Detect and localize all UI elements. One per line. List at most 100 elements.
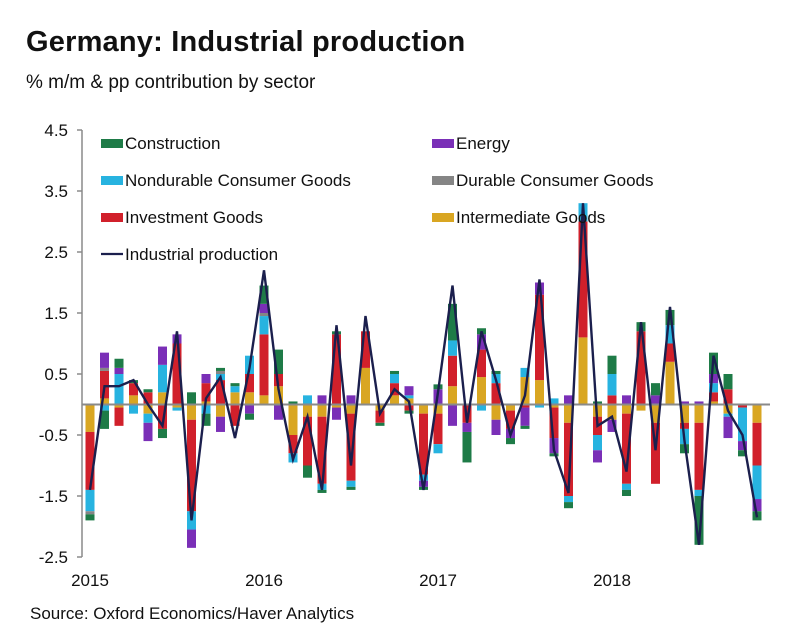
bar-stack	[361, 331, 370, 405]
bar-segment-nondurable-consumer-goods	[303, 395, 312, 405]
bar-stack	[564, 395, 573, 509]
bar-segment-intermediate-goods	[158, 392, 167, 405]
bar-segment-nondurable-consumer-goods	[143, 413, 153, 423]
y-tick-label: 1.5	[44, 304, 68, 323]
bar-segment-energy	[259, 303, 269, 313]
y-tick-label: -2.5	[39, 548, 68, 567]
legend-swatch	[432, 213, 454, 222]
legend-swatch	[101, 139, 123, 148]
bar-segment-energy	[709, 374, 718, 384]
bar-segment-construction	[259, 285, 269, 304]
legend-item-construction: Construction	[101, 134, 220, 153]
bar-segment-construction	[346, 486, 356, 490]
bar-segment-nondurable-consumer-goods	[201, 404, 211, 414]
bar-segment-nondurable-consumer-goods	[114, 374, 124, 405]
bar-segment-intermediate-goods	[651, 404, 660, 423]
bar-segment-energy	[216, 416, 225, 432]
bar-segment-investment-goods	[752, 422, 762, 466]
bar-segment-energy	[680, 401, 689, 405]
bar-segment-investment-goods	[100, 370, 109, 399]
bar-segment-investment-goods	[448, 355, 457, 387]
bar-segment-energy	[477, 334, 486, 350]
x-tick-label: 2015	[71, 571, 109, 590]
bar-stack	[738, 404, 747, 457]
legend-swatch	[432, 139, 454, 148]
bar-segment-intermediate-goods	[491, 404, 501, 420]
bar-segment-investment-goods	[259, 334, 269, 396]
bar-segment-intermediate-goods	[433, 404, 443, 414]
y-tick-label: -1.5	[39, 487, 68, 506]
bar-segment-intermediate-goods	[317, 404, 327, 417]
bar-segment-construction	[143, 389, 153, 393]
legend-item-industrial-production: Industrial production	[101, 245, 278, 264]
bar-segment-construction	[564, 502, 573, 509]
bar-segment-construction	[230, 383, 240, 387]
bar-segment-energy	[114, 367, 124, 374]
bar-segment-investment-goods	[549, 407, 559, 439]
bar-segment-construction	[462, 431, 472, 463]
legend-item-energy: Energy	[432, 134, 510, 153]
bar-segment-intermediate-goods	[578, 337, 588, 405]
bar-segment-investment-goods	[738, 404, 747, 408]
bar-segment-intermediate-goods	[477, 377, 486, 405]
bar-segment-nondurable-consumer-goods	[259, 316, 269, 335]
bar-segment-energy	[245, 404, 254, 414]
bar-segment-nondurable-consumer-goods	[404, 395, 414, 399]
bar-segment-investment-goods	[317, 416, 327, 484]
bar-segment-intermediate-goods	[129, 395, 138, 405]
legend-item-intermediate-goods: Intermediate Goods	[432, 208, 605, 227]
bar-segment-investment-goods	[346, 413, 356, 481]
bar-segment-intermediate-goods	[665, 361, 675, 405]
bar-segment-intermediate-goods	[390, 395, 399, 405]
bar-segment-intermediate-goods	[636, 404, 646, 411]
bar-segment-nondurable-consumer-goods	[622, 483, 631, 490]
bar-segment-construction	[723, 374, 733, 390]
bar-stack	[259, 285, 269, 405]
bar-segment-nondurable-consumer-goods	[593, 435, 602, 451]
bar-segment-durable-consumer-goods	[216, 370, 225, 374]
bar-segment-energy	[332, 407, 341, 420]
x-tick-label: 2018	[593, 571, 631, 590]
bar-segment-investment-goods	[187, 419, 196, 512]
bar-segment-energy	[491, 419, 501, 435]
bar-stack	[607, 355, 617, 432]
bar-stack	[143, 389, 153, 442]
bar-segment-intermediate-goods	[549, 404, 559, 408]
bar-segment-investment-goods	[665, 343, 675, 362]
bar-segment-nondurable-consumer-goods	[752, 465, 762, 500]
bar-segment-energy	[404, 386, 414, 396]
bar-segment-nondurable-consumer-goods	[448, 340, 457, 356]
bar-segment-energy	[738, 441, 747, 451]
bar-segment-intermediate-goods	[419, 404, 428, 414]
bar-segment-energy	[100, 352, 109, 368]
bar-segment-construction	[288, 401, 298, 405]
x-axis: 2015 2016 2017 2018	[71, 571, 631, 590]
bar-segment-energy	[462, 422, 472, 432]
bar-segment-intermediate-goods	[303, 404, 312, 417]
bar-segment-construction	[390, 370, 399, 374]
x-tick-label: 2016	[245, 571, 283, 590]
bar-segment-intermediate-goods	[448, 386, 457, 405]
bar-segment-construction	[593, 401, 602, 405]
bar-segment-durable-consumer-goods	[259, 313, 269, 317]
bar-segment-energy	[187, 529, 196, 548]
y-tick-label: 2.5	[44, 243, 68, 262]
bar-segment-intermediate-goods	[172, 404, 182, 408]
legend: Construction Energy Nondurable Consumer Go…	[101, 134, 653, 264]
chart-subtitle: % m/m & pp contribution by sector	[26, 72, 316, 93]
bar-segment-intermediate-goods	[680, 404, 689, 423]
bar-segment-investment-goods	[172, 343, 182, 405]
bar-segment-nondurable-consumer-goods	[564, 496, 573, 503]
bar-segment-nondurable-consumer-goods	[100, 404, 109, 411]
bar-segment-energy	[520, 407, 530, 426]
bar-segment-investment-goods	[375, 410, 385, 423]
bar-segment-energy	[651, 395, 660, 405]
bar-stack	[114, 358, 124, 426]
bar-segment-intermediate-goods	[752, 404, 762, 423]
bar-segment-intermediate-goods	[564, 404, 573, 423]
bar-segment-investment-goods	[520, 404, 530, 408]
bar-segment-investment-goods	[332, 334, 341, 405]
bar-segment-nondurable-consumer-goods	[694, 489, 704, 496]
bar-segment-nondurable-consumer-goods	[738, 407, 747, 442]
bar-segment-nondurable-consumer-goods	[549, 398, 559, 405]
